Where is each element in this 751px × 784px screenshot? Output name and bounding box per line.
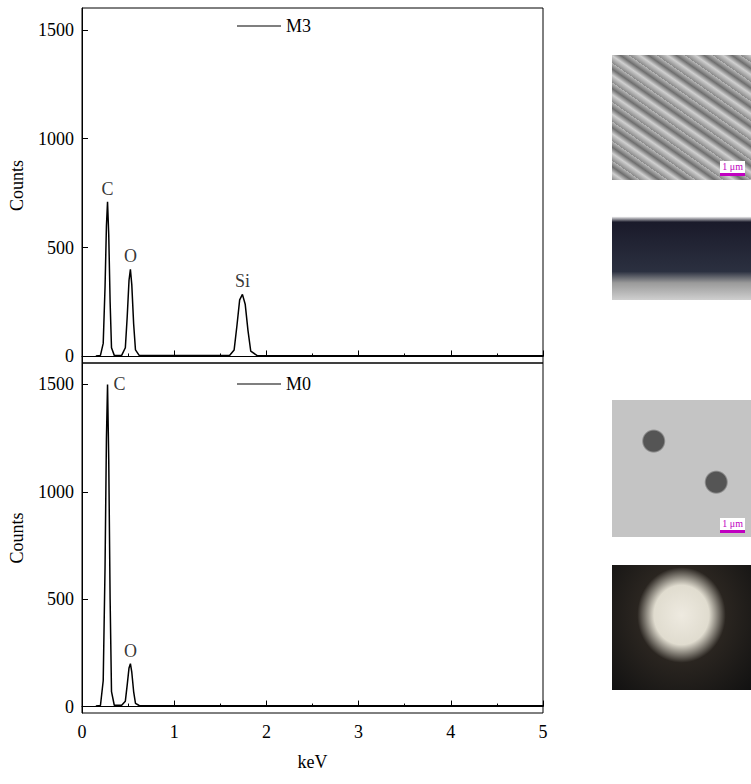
svg-text:5: 5: [539, 722, 548, 742]
html-text:1 μm: 1 μm: [722, 518, 743, 529]
svg-text:C: C: [102, 179, 114, 199]
html-text:1 μm: 1 μm: [722, 161, 743, 172]
svg-text:O: O: [124, 246, 137, 266]
svg-text:0: 0: [65, 346, 74, 366]
svg-text:C: C: [114, 374, 126, 394]
svg-text:4: 4: [446, 722, 455, 742]
svg-text:Si: Si: [235, 271, 250, 291]
svg-text:M0: M0: [286, 374, 311, 394]
svg-text:1500: 1500: [38, 20, 74, 40]
svg-text:1000: 1000: [38, 482, 74, 502]
svg-text:2: 2: [262, 722, 271, 742]
svg-text:M3: M3: [286, 16, 311, 36]
svg-text:Counts: Counts: [7, 160, 27, 211]
svg-text:1: 1: [170, 722, 179, 742]
svg-text:500: 500: [47, 238, 74, 258]
svg-text:3: 3: [354, 722, 363, 742]
svg-text:Counts: Counts: [7, 512, 27, 563]
svg-text:1500: 1500: [38, 374, 74, 394]
svg-text:1000: 1000: [38, 129, 74, 149]
svg-text:500: 500: [47, 589, 74, 609]
svg-text:0: 0: [78, 722, 87, 742]
svg-text:keV: keV: [298, 752, 328, 772]
svg-text:0: 0: [65, 697, 74, 717]
svg-text:O: O: [124, 641, 137, 661]
